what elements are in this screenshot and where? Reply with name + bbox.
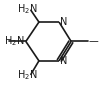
Text: N: N — [60, 56, 67, 66]
Text: $\mathregular{H_2N}$: $\mathregular{H_2N}$ — [4, 35, 24, 48]
Text: $\mathregular{H_2N}$: $\mathregular{H_2N}$ — [17, 2, 37, 16]
Text: N: N — [60, 17, 67, 27]
Text: —: — — [89, 36, 98, 46]
Text: $\mathregular{H_2N}$: $\mathregular{H_2N}$ — [17, 68, 37, 82]
